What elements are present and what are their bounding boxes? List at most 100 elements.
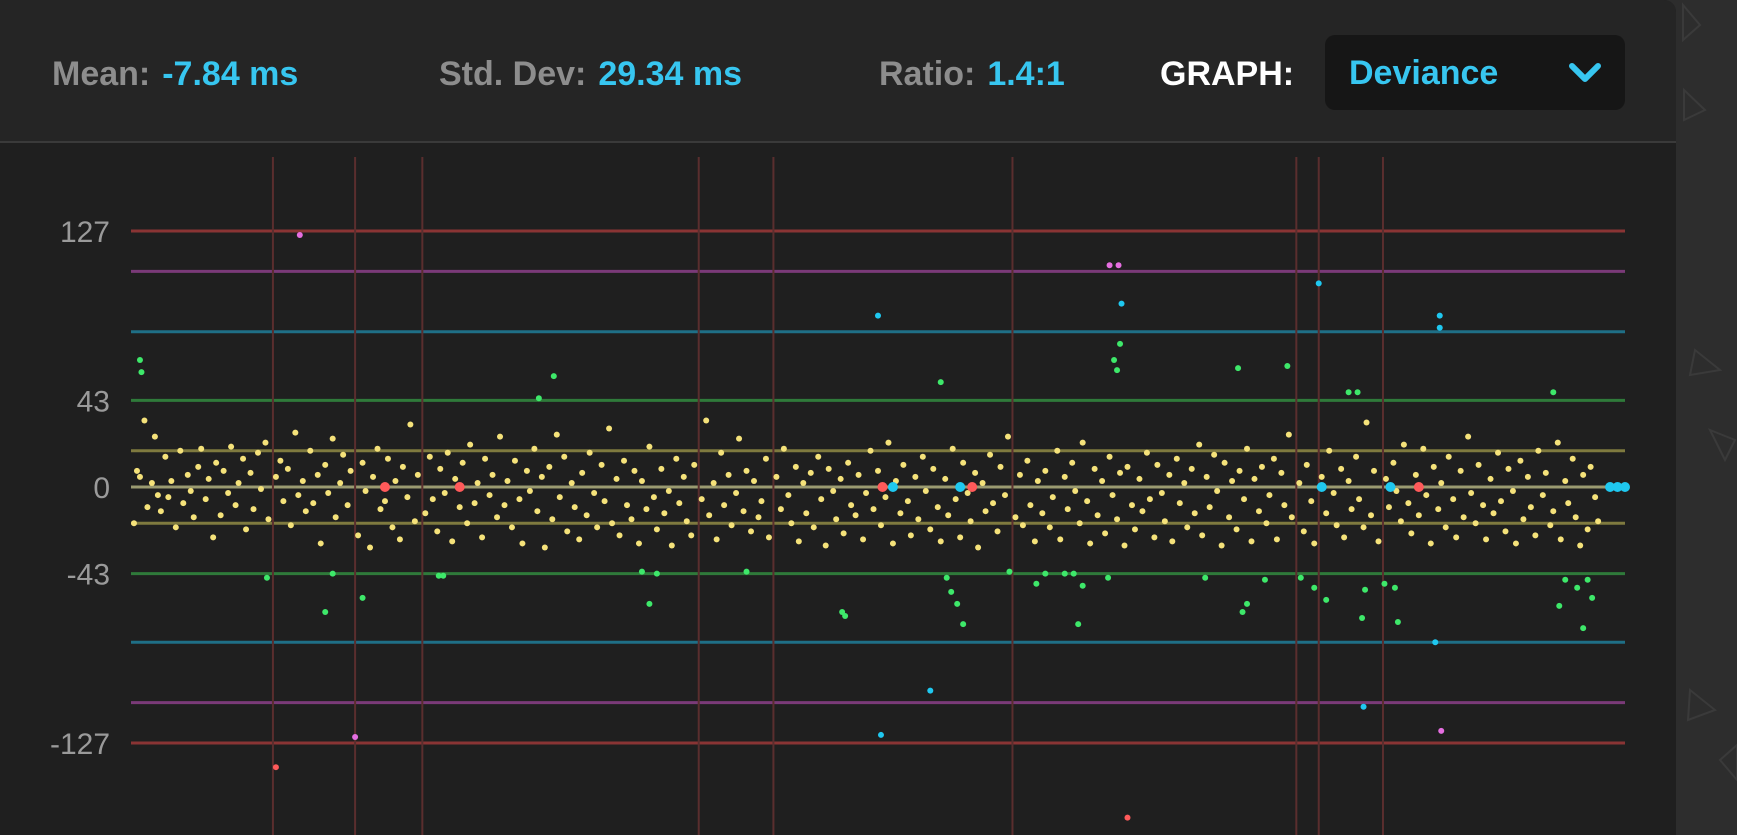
- chevron-down-icon: [1569, 63, 1601, 82]
- data-point: [262, 439, 269, 446]
- data-point: [228, 443, 235, 450]
- data-point: [1239, 608, 1246, 615]
- data-point: [1124, 814, 1131, 821]
- data-point: [1106, 453, 1113, 460]
- data-point: [1362, 586, 1369, 593]
- data-point: [997, 463, 1004, 470]
- data-point: [329, 435, 336, 442]
- data-point: [1136, 475, 1143, 482]
- data-point: [1341, 534, 1348, 541]
- data-point: [1046, 524, 1053, 531]
- data-point: [154, 492, 161, 499]
- data-point: [531, 445, 538, 452]
- data-point: [471, 500, 478, 507]
- data-point: [1397, 518, 1404, 525]
- data-point: [1235, 365, 1242, 372]
- data-point: [414, 471, 421, 478]
- data-point: [1072, 488, 1079, 495]
- data-point: [1577, 542, 1584, 549]
- data-point: [1244, 445, 1251, 452]
- data-point: [1270, 455, 1277, 462]
- data-point: [688, 532, 695, 539]
- data-point: [571, 504, 578, 511]
- chart-points: [130, 232, 1630, 821]
- data-point: [952, 496, 959, 503]
- data-point: [190, 514, 197, 521]
- data-point: [307, 447, 314, 454]
- data-point: [1214, 488, 1221, 495]
- data-point: [1079, 439, 1086, 446]
- data-point: [1266, 492, 1273, 499]
- data-point: [842, 613, 849, 620]
- data-point: [960, 459, 967, 466]
- data-point: [586, 449, 593, 456]
- data-point: [795, 538, 802, 545]
- data-point: [1547, 522, 1554, 529]
- data-point: [452, 475, 459, 482]
- chart-miss-markers: [271, 157, 1384, 835]
- data-point: [1390, 459, 1397, 466]
- data-point: [1070, 570, 1077, 577]
- data-point: [628, 516, 635, 523]
- data-point: [1584, 526, 1591, 533]
- data-point: [1465, 433, 1472, 440]
- data-point: [1131, 526, 1138, 533]
- data-point: [1057, 536, 1064, 543]
- data-point: [392, 477, 399, 484]
- data-point: [972, 469, 979, 476]
- data-point: [919, 453, 926, 460]
- data-point: [435, 572, 442, 579]
- data-point: [1574, 584, 1581, 591]
- data-point: [1612, 482, 1623, 492]
- data-point: [830, 488, 837, 495]
- data-point: [511, 457, 518, 464]
- data-point: [1382, 475, 1389, 482]
- data-point: [680, 473, 687, 480]
- data-point: [624, 502, 631, 509]
- data-point: [1105, 574, 1112, 581]
- data-point: [523, 467, 530, 474]
- data-point: [516, 496, 523, 503]
- data-point: [975, 544, 982, 551]
- data-point: [1490, 510, 1497, 517]
- data-point: [168, 477, 175, 484]
- data-point: [934, 504, 941, 511]
- data-point: [340, 451, 347, 458]
- data-point: [653, 526, 660, 533]
- data-point: [1084, 498, 1091, 505]
- data-point: [1487, 475, 1494, 482]
- data-point: [1061, 473, 1068, 480]
- data-point: [148, 479, 155, 486]
- data-point: [441, 490, 448, 497]
- data-point: [863, 490, 870, 497]
- data-point: [825, 465, 832, 472]
- data-point: [217, 512, 224, 519]
- data-point: [235, 479, 242, 486]
- data-point: [1311, 584, 1318, 591]
- ratio-label: Ratio:: [879, 55, 976, 93]
- data-point: [519, 540, 526, 547]
- data-point: [381, 498, 388, 505]
- data-point: [743, 467, 750, 474]
- data-point: [389, 524, 396, 531]
- data-point: [538, 473, 545, 480]
- data-point: [1405, 500, 1412, 507]
- data-point: [762, 455, 769, 462]
- data-point: [887, 482, 898, 492]
- data-point: [1475, 461, 1482, 468]
- data-point: [1592, 494, 1599, 501]
- data-point: [250, 506, 257, 513]
- data-point: [1438, 479, 1445, 486]
- data-point: [1554, 439, 1561, 446]
- data-point: [635, 540, 642, 547]
- data-point: [1300, 528, 1307, 535]
- data-point: [1049, 494, 1056, 501]
- data-point: [1115, 262, 1122, 269]
- data-point: [758, 498, 765, 505]
- data-point: [165, 494, 172, 501]
- graph-type-dropdown[interactable]: Deviance: [1325, 35, 1625, 110]
- data-point: [272, 764, 279, 771]
- data-point: [1139, 508, 1146, 515]
- y-tick-label: 0: [93, 472, 110, 505]
- data-point: [1368, 512, 1375, 519]
